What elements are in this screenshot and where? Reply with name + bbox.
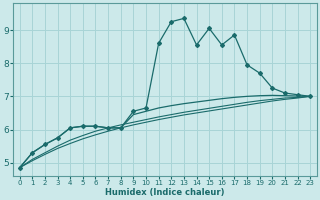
- X-axis label: Humidex (Indice chaleur): Humidex (Indice chaleur): [105, 188, 225, 197]
